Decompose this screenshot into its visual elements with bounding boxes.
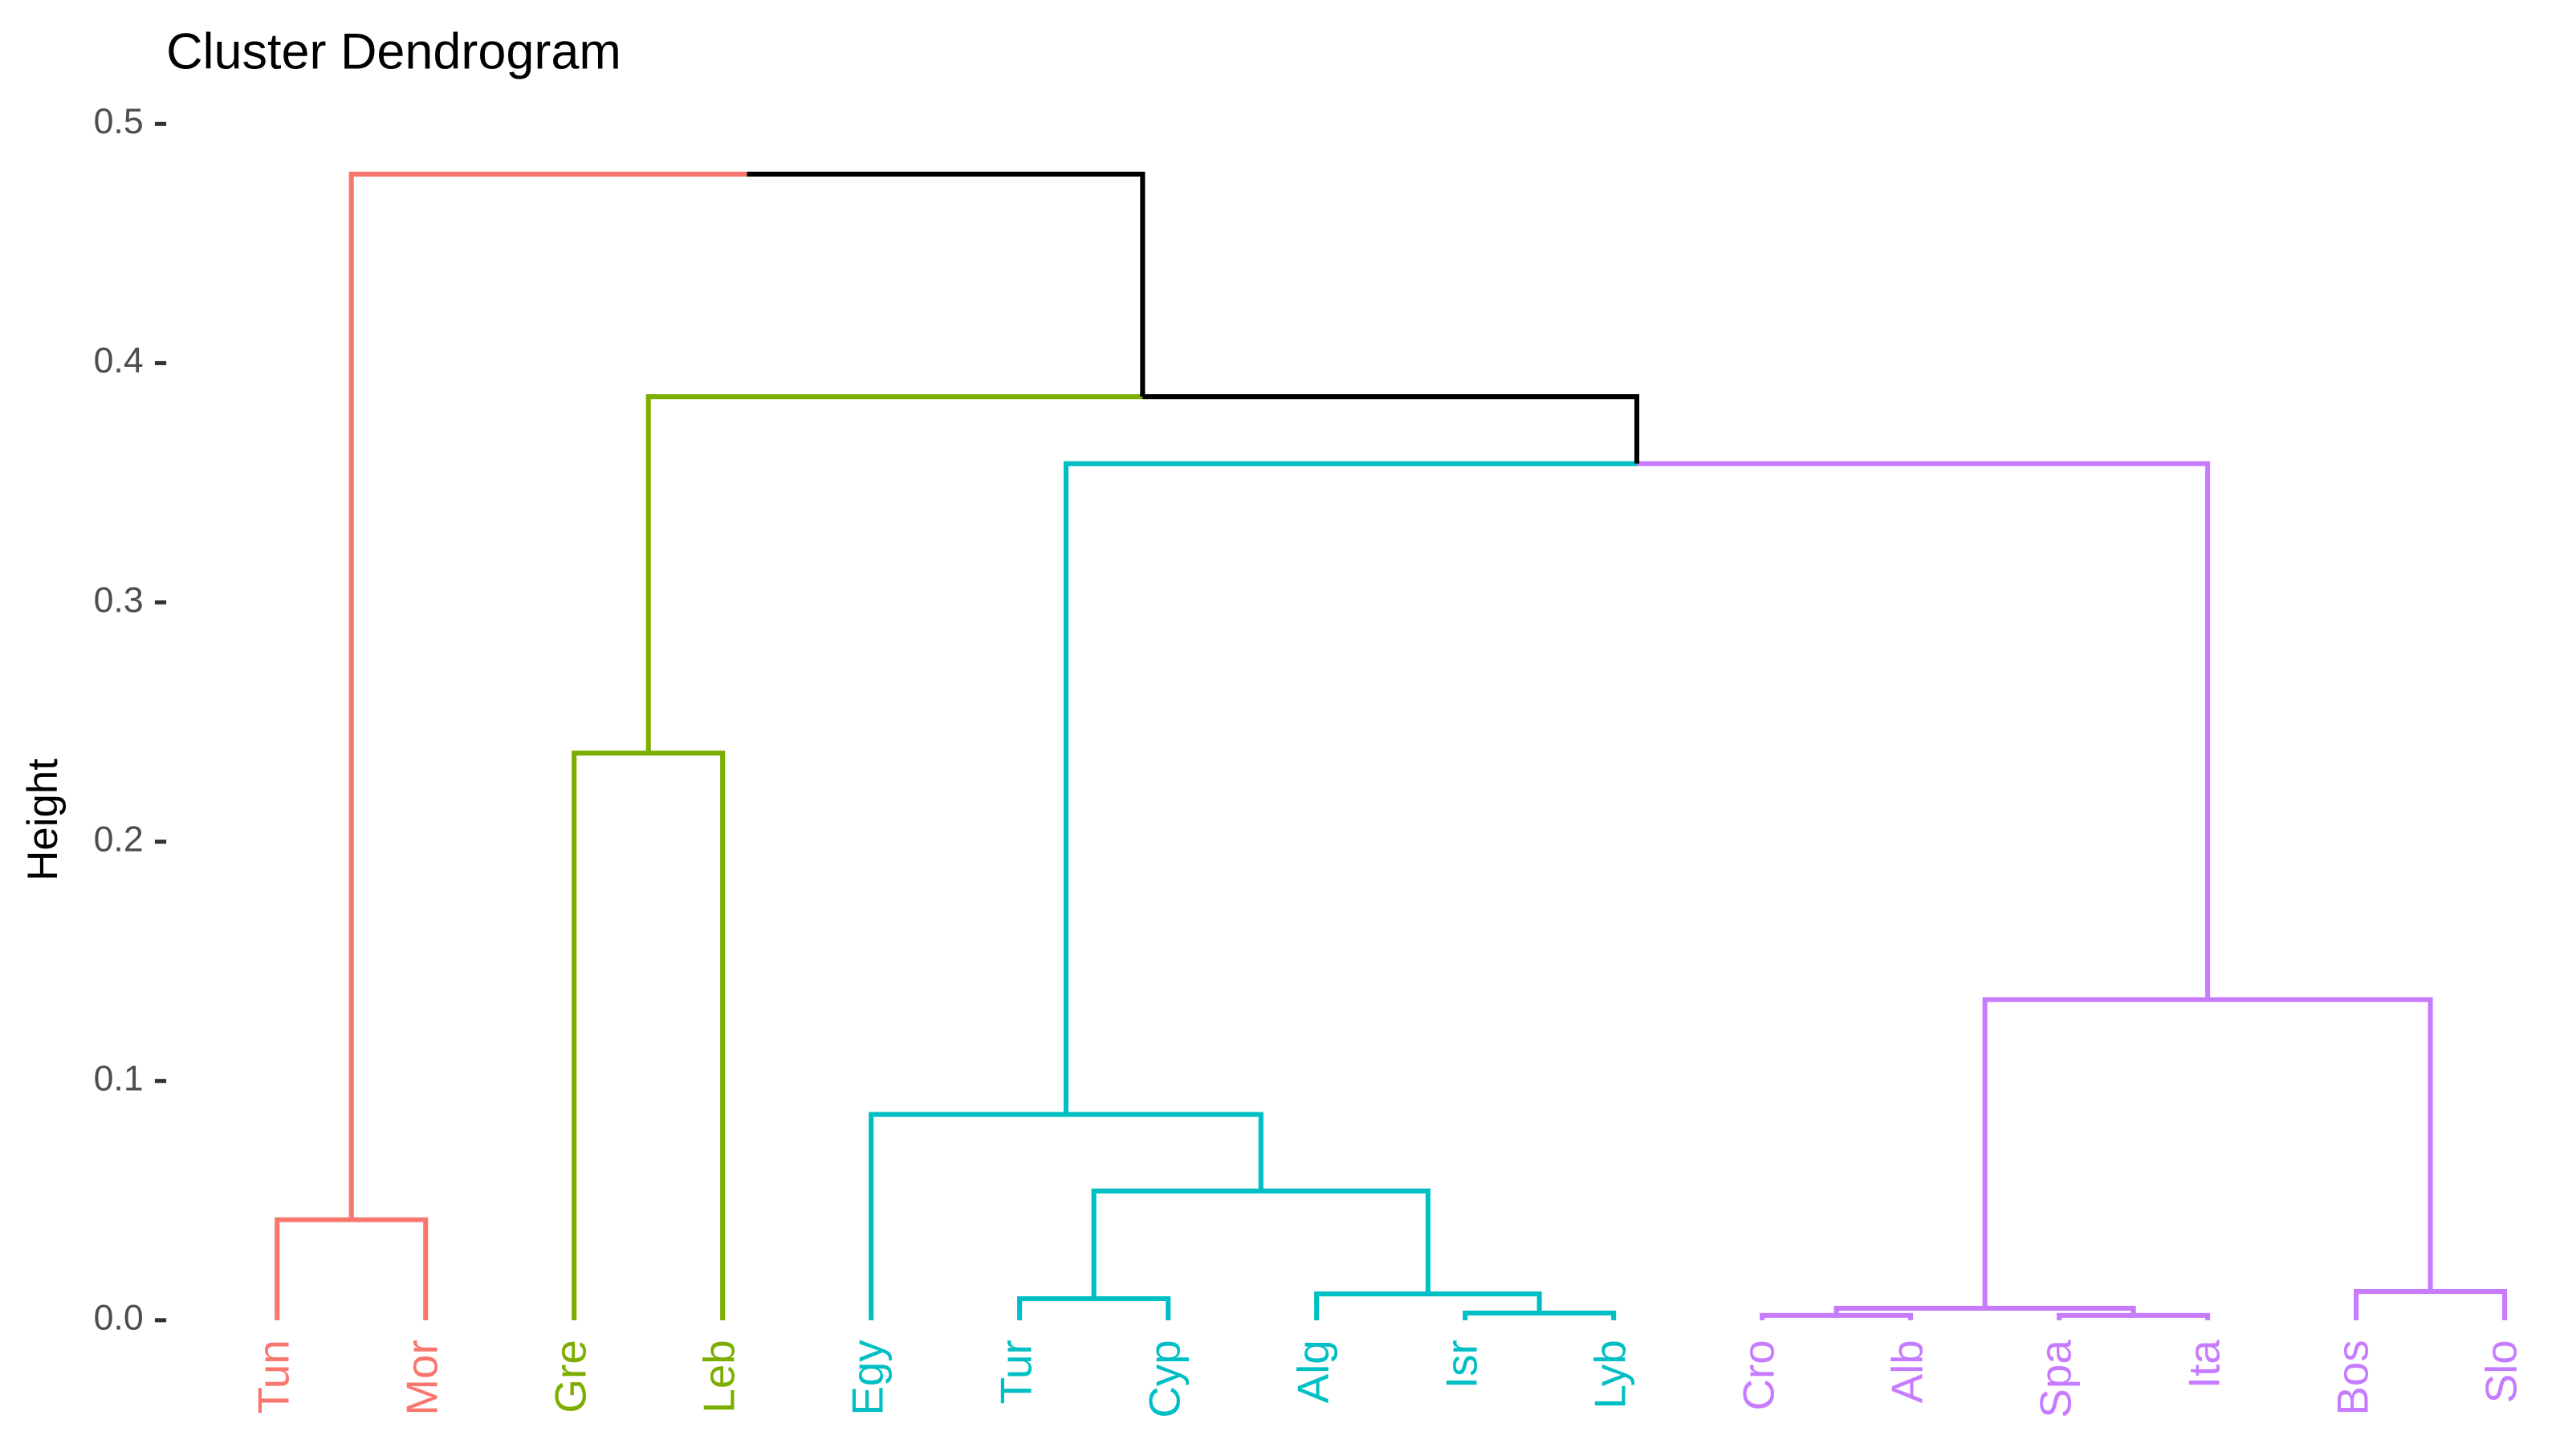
- dendrogram-link: [648, 750, 726, 1320]
- leaf-label: Spa: [2031, 1340, 2081, 1418]
- dendrogram-link: [869, 1112, 1066, 1320]
- dendrogram-link: [1017, 1295, 1094, 1320]
- leaf-label: Lyb: [1585, 1340, 1635, 1409]
- leaf-label: Alb: [1882, 1340, 1932, 1403]
- dendrogram-link: [1834, 1305, 1985, 1316]
- dendrogram-link: [1063, 461, 1637, 1115]
- dendrogram-link: [2208, 997, 2433, 1292]
- y-tick-label: 0.1: [94, 1059, 144, 1099]
- y-tick-label: 0.5: [94, 102, 144, 141]
- dendrogram-link: [1984, 1305, 2136, 1316]
- dendrogram-link: [1982, 997, 2208, 1308]
- dendrogram-link: [1091, 1188, 1261, 1299]
- leaf-label: Slo: [2477, 1340, 2526, 1403]
- dendrogram-link: [275, 1217, 352, 1320]
- leaf-label: Cro: [1734, 1340, 1784, 1410]
- leaf-label: Egy: [843, 1340, 893, 1416]
- dendrogram-link: [1065, 1112, 1264, 1191]
- dendrogram-link: [2057, 1312, 2134, 1320]
- dendrogram-link: [1142, 394, 1640, 464]
- dendrogram-link: [348, 171, 747, 1220]
- dendrogram-link: [1260, 1188, 1431, 1295]
- dendrogram-link: [645, 394, 1143, 754]
- dendrogram-link: [1836, 1312, 1914, 1320]
- dendrogram-link: [1093, 1295, 1171, 1320]
- leaf-label: Gre: [546, 1340, 596, 1413]
- dendrogram-link: [572, 750, 649, 1320]
- dendrogram-link: [2430, 1289, 2508, 1320]
- leaf-label: Leb: [694, 1340, 744, 1413]
- y-tick-label: 0.2: [94, 820, 144, 859]
- y-tick-label: 0.3: [94, 580, 144, 620]
- y-axis-label: Height: [19, 759, 67, 881]
- dendrogram-link: [1463, 1310, 1540, 1320]
- dendrogram-link: [1539, 1310, 1617, 1320]
- chart-title: Cluster Dendrogram: [166, 24, 621, 80]
- dendrogram-link: [1427, 1291, 1542, 1313]
- y-tick-label: 0.4: [94, 341, 144, 380]
- leaf-label: Ita: [2180, 1340, 2229, 1389]
- leaf-label: Tur: [991, 1340, 1041, 1404]
- y-tick-label: 0.0: [94, 1299, 144, 1338]
- dendrogram-link: [747, 171, 1146, 397]
- leaf-label: Mor: [397, 1340, 447, 1415]
- leaf-label: Tun: [249, 1340, 299, 1413]
- leaf-label: Bos: [2328, 1340, 2378, 1415]
- dendrogram-link: [1314, 1291, 1428, 1320]
- dendrogram-link: [1636, 461, 2211, 1000]
- leaf-label: Isr: [1437, 1340, 1487, 1389]
- leaf-label: Alg: [1288, 1340, 1338, 1403]
- leaf-label: Cyp: [1140, 1340, 1190, 1417]
- dendrogram-link: [2133, 1312, 2211, 1320]
- dendrogram-link: [1760, 1312, 1837, 1320]
- dendrogram-link: [351, 1217, 429, 1320]
- dendrogram-link: [2354, 1289, 2431, 1320]
